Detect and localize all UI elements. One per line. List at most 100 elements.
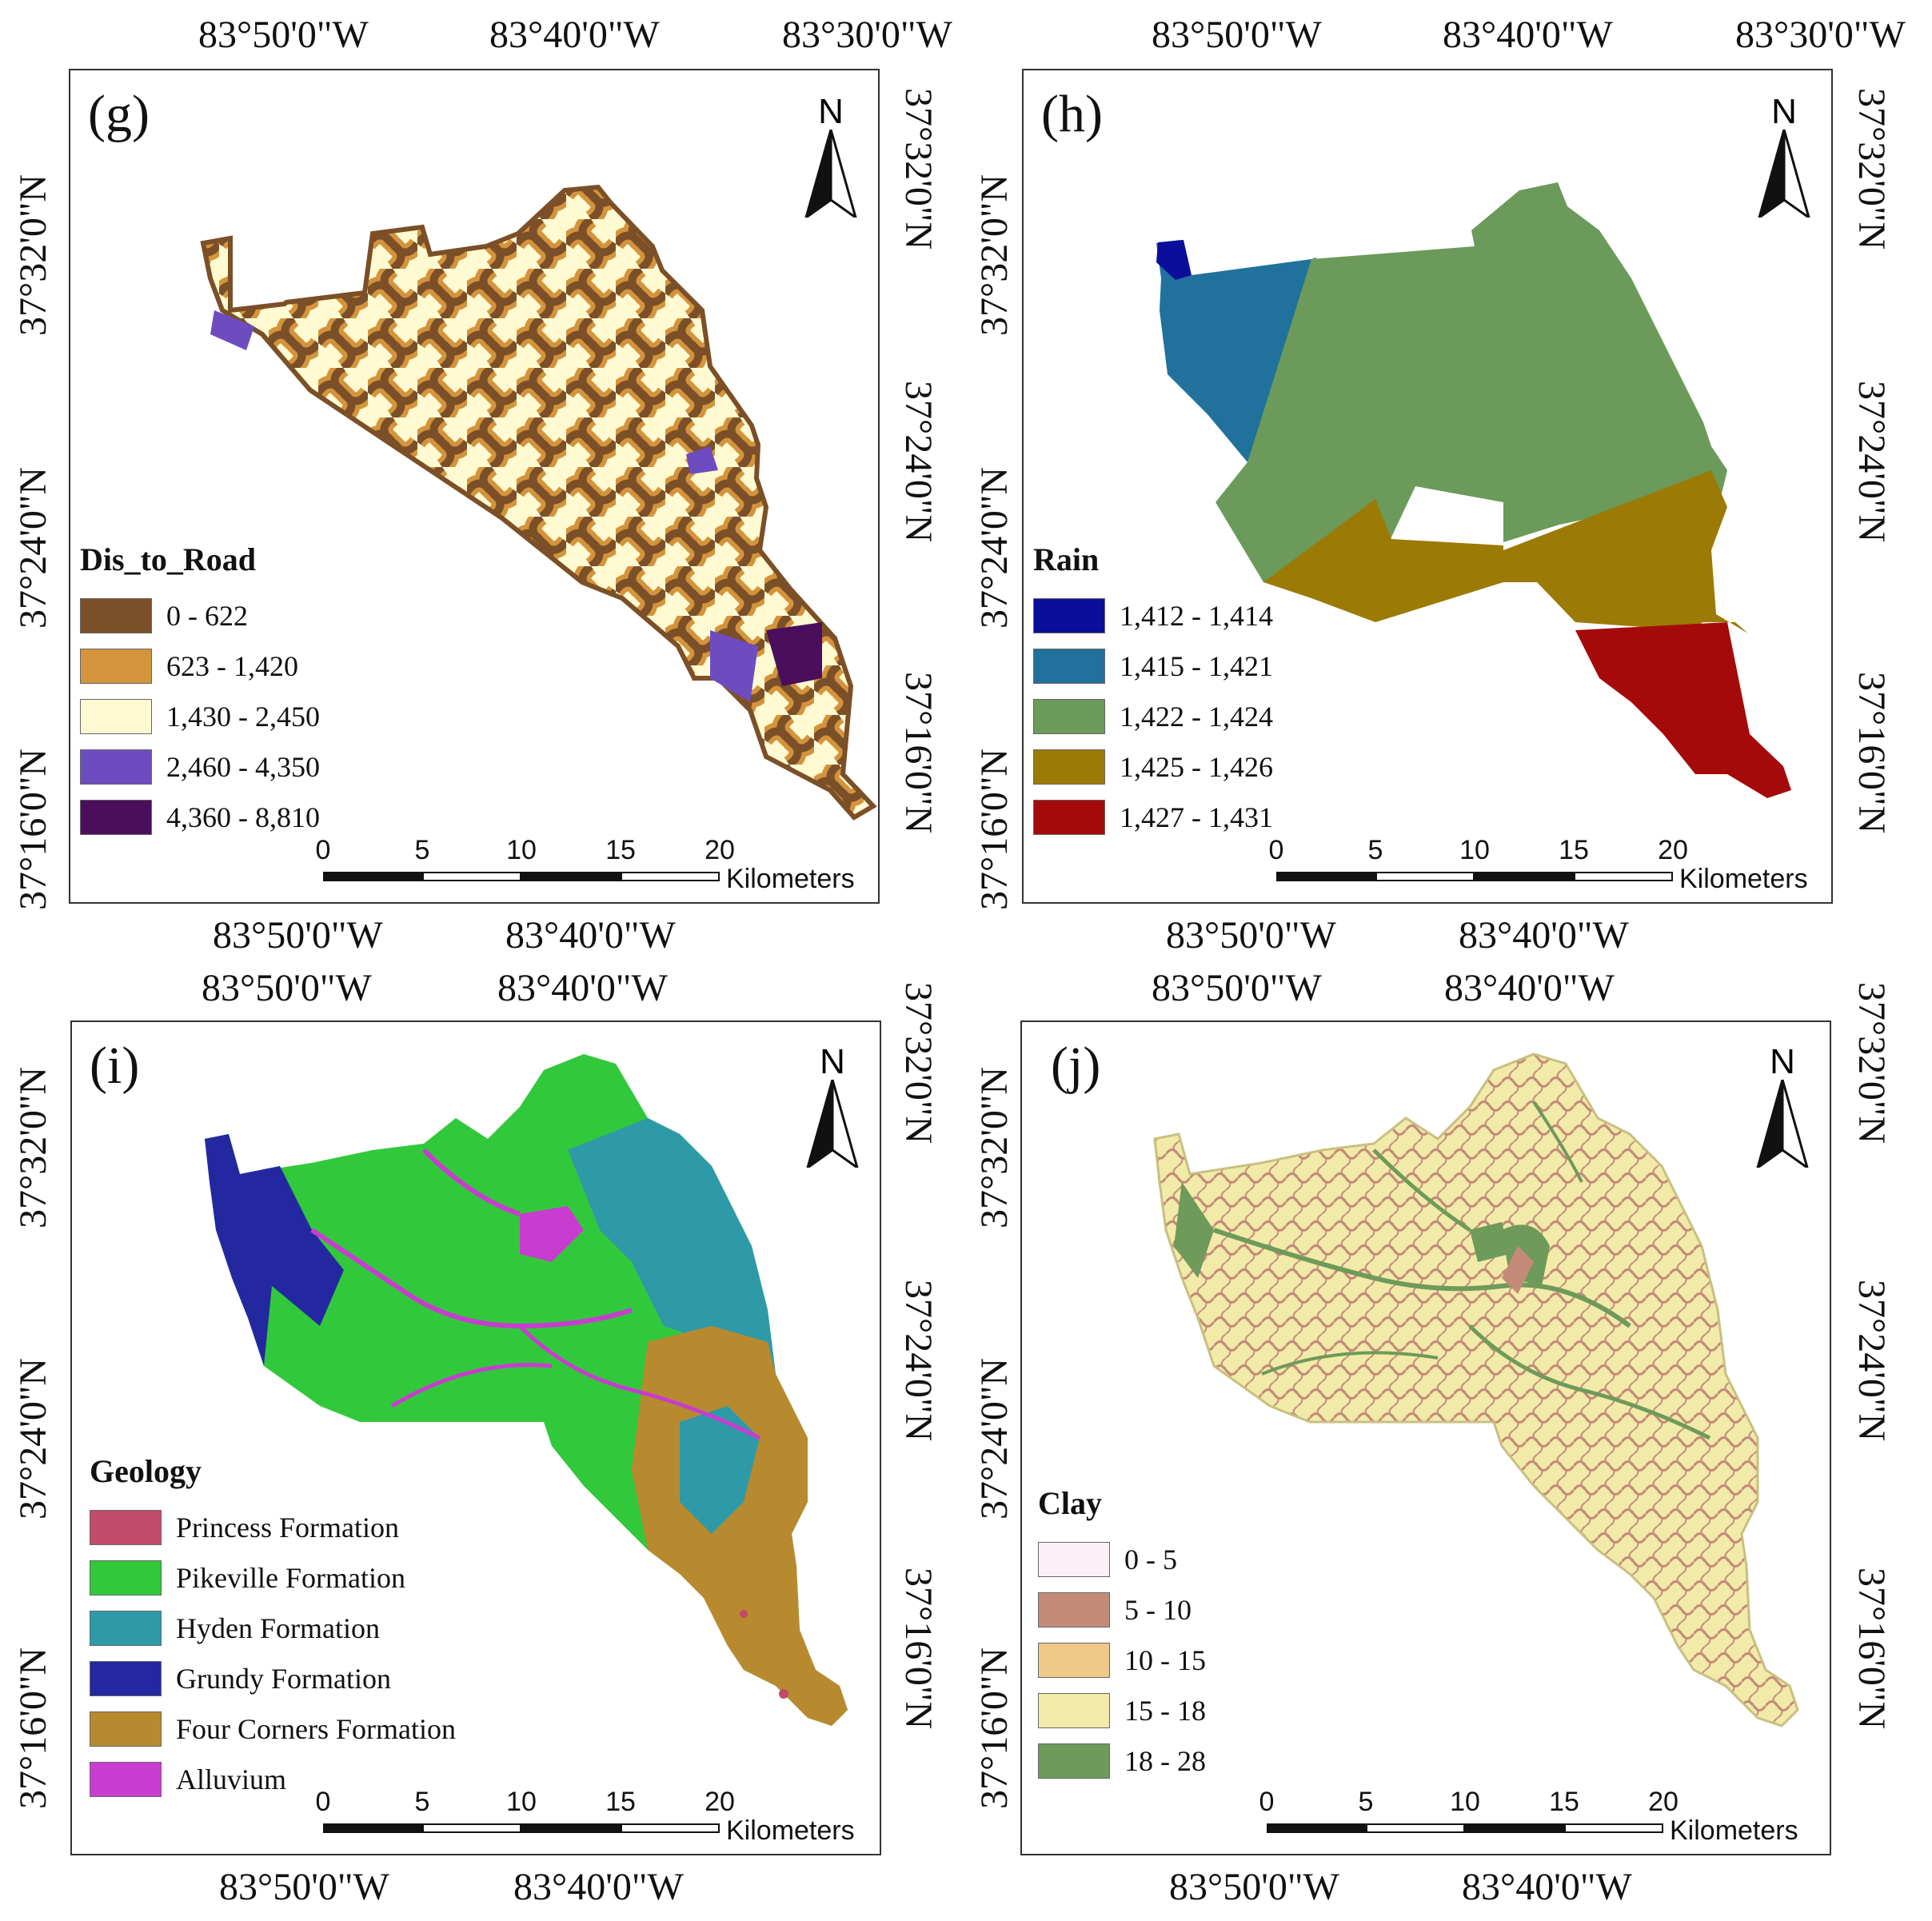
legend-label: 0 - 5 — [1124, 1543, 1177, 1576]
scale-tick: 10 — [506, 835, 537, 865]
legend-swatch — [1033, 749, 1105, 785]
scale-segment — [621, 872, 720, 881]
legend-swatch — [90, 1711, 162, 1747]
north-label: N — [1770, 1042, 1795, 1081]
legend-swatch — [1038, 1642, 1110, 1678]
legend-item: Grundy Formation — [90, 1653, 456, 1703]
panel-j: 83°50'0"W 83°40'0"W (j) N — [966, 960, 1932, 1921]
left-coord-1: 37°32'0"N — [12, 1066, 54, 1228]
legend-label: 0 - 622 — [166, 599, 248, 632]
top-coord-1: 83°50'0"W — [202, 967, 372, 1009]
scale-segment — [1574, 872, 1673, 881]
legend-title: Dis_to_Road — [80, 541, 257, 577]
scale-tick: 10 — [1450, 1787, 1480, 1817]
scale-tick: 10 — [1459, 835, 1490, 865]
scale-segment — [422, 872, 521, 881]
legend-item: Four Corners Formation — [90, 1703, 456, 1754]
panel-i: 83°50'0"W 83°40'0"W (i) N Geology — [0, 960, 966, 1921]
legend-label: 1,412 - 1,414 — [1120, 599, 1273, 632]
geology-map — [205, 1054, 848, 1726]
legend-label: 623 - 1,420 — [166, 649, 298, 682]
top-coord-2: 83°40'0"W — [489, 14, 660, 56]
left-coord-3: 37°16'0"N — [973, 1647, 1016, 1809]
scale-segment — [422, 1823, 521, 1833]
scale-bar-i: 0 5 10 15 20 Kilometers — [316, 1787, 883, 1852]
map-frame-j: (j) N — [1020, 1020, 1831, 1855]
legend-label: 1,422 - 1,424 — [1120, 700, 1273, 733]
legend-item: Pikeville Formation — [90, 1552, 456, 1603]
legend-swatch — [80, 698, 152, 734]
legend-g: Dis_to_Road 0 - 622 623 - 1,420 1,430 - … — [80, 544, 320, 842]
scale-tick: 0 — [315, 1787, 331, 1817]
legend-item: Hyden Formation — [90, 1603, 456, 1653]
legend-label: 1,425 - 1,426 — [1120, 750, 1273, 783]
scale-tick: 0 — [1259, 1787, 1275, 1817]
scale-segment — [1366, 1823, 1465, 1833]
legend-item: Princess Formation — [90, 1502, 456, 1552]
legend-swatch — [90, 1761, 162, 1797]
legend-label: 1,430 - 2,450 — [166, 700, 320, 733]
right-coord-2: 37°24'0"N — [897, 1280, 940, 1442]
scale-unit: Kilometers — [726, 864, 855, 894]
legend-i: Geology Princess Formation Pikeville For… — [90, 1456, 456, 1804]
map-frame-i: (i) N Geology Princess Formation — [70, 1020, 881, 1855]
legend-swatch — [1038, 1592, 1110, 1627]
scale-tick: 20 — [1658, 835, 1688, 865]
legend-label: 4,360 - 8,810 — [166, 801, 320, 833]
legend-swatch — [1033, 597, 1105, 633]
scale-segment — [521, 1823, 621, 1833]
top-coord-2: 83°40'0"W — [1443, 14, 1613, 56]
scale-segment — [323, 1823, 422, 1833]
legend-item: 15 - 18 — [1038, 1685, 1206, 1735]
scale-segment — [1375, 872, 1475, 881]
scale-segment — [1267, 1823, 1366, 1833]
scale-segment — [1475, 872, 1574, 881]
bottom-coord-2: 83°40'0"W — [513, 1866, 684, 1908]
left-coord-2: 37°24'0"N — [973, 1357, 1016, 1520]
top-coord-2: 83°40'0"W — [1444, 967, 1615, 1009]
north-arrow-g: N — [795, 94, 867, 218]
clay-map — [1153, 1052, 1799, 1727]
legend-item: 1,412 - 1,414 — [1033, 590, 1273, 641]
left-coord-3: 37°16'0"N — [973, 748, 1016, 910]
scale-segment — [1276, 872, 1375, 881]
right-coord-3: 37°16'0"N — [897, 1568, 940, 1730]
north-arrow-icon — [1756, 1080, 1809, 1168]
panel-label-j: (j) — [1051, 1036, 1101, 1095]
panel-label-i: (i) — [90, 1036, 140, 1095]
bottom-coord-1: 83°50'0"W — [213, 914, 383, 957]
scale-tick: 20 — [705, 1787, 735, 1817]
top-coord-1: 83°50'0"W — [1152, 967, 1322, 1009]
legend-swatch — [90, 1660, 162, 1696]
scale-tick: 5 — [414, 835, 430, 865]
legend-swatch — [1033, 648, 1105, 684]
bottom-coord-1: 83°50'0"W — [1169, 1866, 1339, 1908]
scale-tick: 0 — [315, 835, 331, 865]
north-label: N — [820, 1042, 845, 1081]
legend-item: 0 - 622 — [80, 590, 320, 641]
scale-tick: 5 — [1367, 835, 1383, 865]
scale-segment — [1564, 1823, 1663, 1833]
legend-swatch — [90, 1560, 162, 1596]
legend-swatch — [1038, 1692, 1110, 1728]
left-coord-1: 37°32'0"N — [973, 174, 1016, 336]
legend-item: 1,430 - 2,450 — [80, 691, 320, 741]
map-frame-g: (g) N — [69, 69, 880, 904]
scale-unit: Kilometers — [1679, 864, 1808, 894]
legend-item: 1,415 - 1,421 — [1033, 641, 1273, 691]
legend-swatch — [80, 799, 152, 835]
legend-item: 2,460 - 4,350 — [80, 741, 320, 792]
bottom-coord-1: 83°50'0"W — [219, 1866, 389, 1908]
legend-label: 10 - 15 — [1124, 1643, 1206, 1676]
left-coord-1: 37°32'0"N — [973, 1066, 1016, 1228]
legend-swatch — [1033, 799, 1105, 835]
legend-label: 2,460 - 4,350 — [166, 750, 320, 783]
scale-tick: 10 — [506, 1787, 537, 1817]
scale-tick: 5 — [414, 1787, 430, 1817]
legend-label: 15 - 18 — [1124, 1694, 1206, 1727]
legend-label: Four Corners Formation — [176, 1712, 456, 1745]
scale-tick: 20 — [705, 835, 735, 865]
right-coord-3: 37°16'0"N — [1850, 1568, 1893, 1730]
north-label: N — [1771, 92, 1797, 131]
scale-tick: 15 — [1559, 835, 1589, 865]
